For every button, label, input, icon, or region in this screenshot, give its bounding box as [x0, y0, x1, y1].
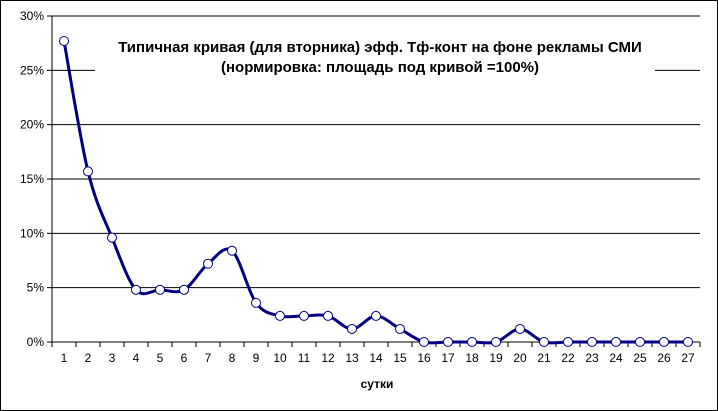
x-tick-label: 13 [345, 351, 359, 365]
data-point [515, 323, 525, 334]
data-point [395, 323, 405, 334]
x-tick-label: 3 [109, 351, 116, 365]
chart-title-line-1: Типичная кривая (для вторника) эфф. Тф-к… [118, 39, 642, 56]
data-point [83, 166, 93, 177]
series-line [62, 40, 688, 345]
data-point [299, 310, 309, 321]
data-point [635, 337, 645, 347]
title-background [95, 30, 655, 80]
data-point [227, 245, 237, 256]
series-group [59, 35, 693, 347]
x-tick-label: 10 [273, 351, 287, 365]
x-tick-label: 12 [321, 351, 335, 365]
x-tick-label: 20 [513, 351, 527, 365]
x-tick-label: 23 [585, 351, 599, 365]
x-tick-labels: 1 2 3 4 5 6 7 8 9 10 11 12 13 14 15 16 17 18 19 20 21 22 23 24 2… [61, 351, 695, 365]
data-point [131, 284, 141, 295]
x-tick-label: 27 [681, 351, 695, 365]
data-point [203, 258, 213, 269]
x-axis-label: сутки [361, 377, 394, 391]
data-point [155, 284, 165, 295]
x-tick-label: 5 [157, 351, 164, 365]
data-point [443, 337, 453, 347]
x-tick-label: 25 [633, 351, 647, 365]
data-point [611, 337, 621, 347]
x-tick-label: 26 [657, 351, 671, 365]
x-tick-label: 17 [441, 351, 455, 365]
x-tick-label: 24 [609, 351, 623, 365]
y-tick-label: 10% [20, 226, 44, 240]
data-point [371, 310, 381, 321]
x-tick-label: 19 [489, 351, 503, 365]
data-point [683, 337, 693, 347]
data-point [107, 232, 117, 243]
x-tick-label: 1 [61, 351, 68, 365]
data-point [491, 337, 501, 347]
x-tick-label: 7 [205, 351, 212, 365]
y-tick-label: 20% [20, 118, 44, 132]
data-point [275, 310, 285, 321]
data-point [659, 337, 669, 347]
data-point [347, 323, 357, 334]
y-tick-label: 25% [20, 63, 44, 77]
y-tick-label: 30% [20, 9, 44, 23]
x-tick-label: 22 [561, 351, 575, 365]
x-tick-label: 11 [298, 351, 311, 365]
x-tick-label: 14 [369, 351, 383, 365]
x-tick-label: 18 [465, 351, 479, 365]
y-tick-labels: 0% 5% 10% 15% 20% 25% 30% [20, 9, 44, 349]
x-tick-label: 6 [181, 351, 188, 365]
y-tick-label: 5% [27, 281, 45, 295]
data-point [563, 337, 573, 347]
data-point [59, 35, 69, 46]
data-point [467, 337, 477, 347]
x-tick-label: 16 [417, 351, 431, 365]
x-tick-label: 8 [229, 351, 236, 365]
x-tick-label: 21 [537, 351, 551, 365]
data-point [419, 337, 429, 347]
axes [47, 15, 701, 347]
data-point [539, 337, 549, 347]
y-tick-label: 15% [20, 172, 44, 186]
x-tick-label: 15 [393, 351, 407, 365]
x-tick-label: 2 [85, 351, 92, 365]
data-point [251, 297, 261, 308]
data-point [179, 284, 189, 295]
chart-title-line-2: (нормировка: площадь под кривой =100%) [221, 59, 539, 76]
x-tick-label: 9 [253, 351, 260, 365]
data-point [587, 337, 597, 347]
y-tick-label: 0% [27, 335, 45, 349]
x-tick-label: 4 [133, 351, 140, 365]
data-point [323, 310, 333, 321]
